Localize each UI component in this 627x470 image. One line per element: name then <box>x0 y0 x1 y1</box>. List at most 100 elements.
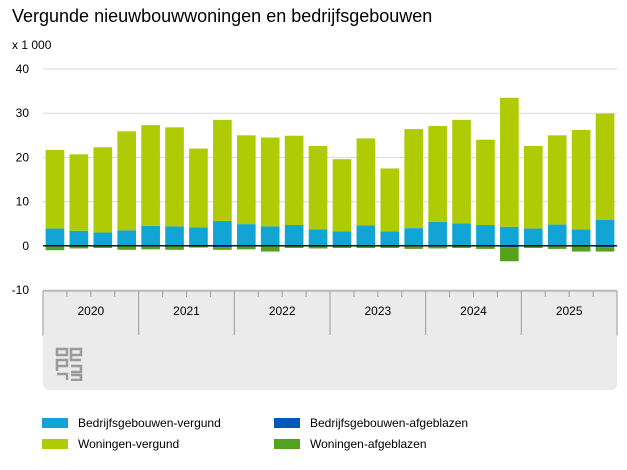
bar-woningen-vergund <box>93 147 113 233</box>
y-tick-label: 30 <box>16 106 30 120</box>
x-tick-label-year: 2024 <box>460 304 487 318</box>
bar-woningen-vergund <box>404 129 424 229</box>
bar-woningen-vergund <box>236 135 256 225</box>
bar-woningen-vergund <box>428 126 447 222</box>
y-tick-label: 20 <box>16 150 30 164</box>
bar-woningen-vergund <box>69 154 89 231</box>
bar-woningen-vergund <box>500 97 519 227</box>
bar-woningen-vergund <box>452 119 471 224</box>
bar-woningen-afgeblazen <box>141 246 160 250</box>
bar-bedrijfsgebouwen-vergund <box>452 223 471 246</box>
bar-woningen-vergund <box>189 148 208 228</box>
bar-bedrijfsgebouwen-vergund <box>380 231 400 246</box>
bar-woningen-vergund <box>165 127 184 227</box>
legend-label: Bedrijfsgebouwen-afgeblazen <box>310 416 469 430</box>
bar-woningen-afgeblazen <box>236 246 256 250</box>
bar-woningen-afgeblazen <box>165 246 184 250</box>
bar-woningen-afgeblazen <box>213 247 232 250</box>
y-tick-label: 10 <box>16 195 30 209</box>
bar-bedrijfsgebouwen-vergund <box>141 225 160 246</box>
bar-woningen-vergund <box>523 145 543 229</box>
bar-bedrijfsgebouwen-vergund <box>260 226 280 246</box>
bar-woningen-vergund <box>476 139 495 226</box>
logo-panel <box>43 335 617 390</box>
bar-woningen-vergund <box>284 135 304 226</box>
bar-woningen-afgeblazen <box>428 246 447 249</box>
x-tick-label-year: 2022 <box>269 304 296 318</box>
bar-woningen-vergund <box>332 159 352 232</box>
x-tick-label-year: 2021 <box>173 304 200 318</box>
legend-swatch <box>42 439 68 449</box>
bar-woningen-vergund <box>380 168 400 232</box>
bar-woningen-vergund <box>356 138 376 226</box>
legend-item-bedrijfsgebouwen-afgeblazen: Bedrijfsgebouwen-afgeblazen <box>274 416 468 430</box>
bar-woningen-afgeblazen <box>404 246 424 249</box>
bar-woningen-afgeblazen <box>571 246 591 252</box>
legend-item-bedrijfsgebouwen-vergund: Bedrijfsgebouwen-vergund <box>42 416 221 430</box>
bar-woningen-vergund <box>595 113 615 220</box>
bar-woningen-afgeblazen <box>356 246 376 249</box>
bar-woningen-afgeblazen <box>547 246 567 249</box>
legend-label: Bedrijfsgebouwen-vergund <box>78 416 221 430</box>
bar-bedrijfsgebouwen-vergund <box>523 228 543 246</box>
legend-item-woningen-vergund: Woningen-vergund <box>42 437 179 451</box>
bar-woningen-vergund <box>260 137 280 227</box>
cbs-logo-icon <box>55 347 83 381</box>
bar-bedrijfsgebouwen-vergund <box>500 226 519 246</box>
bar-bedrijfsgebouwen-vergund <box>165 226 184 246</box>
y-tick-label: 40 <box>16 62 30 76</box>
bar-bedrijfsgebouwen-vergund <box>428 221 447 246</box>
bar-bedrijfsgebouwen-vergund <box>356 225 376 246</box>
bar-bedrijfsgebouwen-vergund <box>284 225 304 246</box>
bar-woningen-afgeblazen <box>117 246 137 250</box>
y-tick-label: 0 <box>22 239 29 253</box>
bar-bedrijfsgebouwen-vergund <box>93 232 113 246</box>
bar-bedrijfsgebouwen-vergund <box>117 230 137 246</box>
bar-bedrijfsgebouwen-vergund <box>236 224 256 246</box>
bar-woningen-afgeblazen <box>260 246 280 252</box>
bar-bedrijfsgebouwen-vergund <box>332 231 352 246</box>
bar-bedrijfsgebouwen-vergund <box>595 219 615 246</box>
bar-woningen-vergund <box>213 119 232 222</box>
bar-woningen-afgeblazen <box>69 246 89 249</box>
legend-item-woningen-afgeblazen: Woningen-afgeblazen <box>274 437 427 451</box>
bar-bedrijfsgebouwen-vergund <box>404 228 424 246</box>
bar-woningen-afgeblazen <box>189 246 208 248</box>
bar-bedrijfsgebouwen-vergund <box>213 221 232 246</box>
y-axis-unit-label: x 1 000 <box>12 38 52 52</box>
bar-woningen-afgeblazen <box>476 246 495 249</box>
legend-swatch <box>274 418 300 428</box>
bar-woningen-vergund <box>141 125 160 226</box>
bar-bedrijfsgebouwen-vergund <box>547 224 567 246</box>
bar-woningen-vergund <box>117 131 137 231</box>
legend-swatch <box>274 439 300 449</box>
bar-woningen-vergund <box>45 149 65 229</box>
bar-woningen-afgeblazen <box>500 247 519 262</box>
legend-swatch <box>42 418 68 428</box>
legend-label: Woningen-afgeblazen <box>310 437 427 451</box>
bar-woningen-afgeblazen <box>284 246 304 249</box>
bar-woningen-afgeblazen <box>380 246 400 249</box>
bar-woningen-vergund <box>571 129 591 230</box>
bar-bedrijfsgebouwen-vergund <box>45 228 65 246</box>
bar-woningen-afgeblazen <box>45 246 65 251</box>
bar-woningen-afgeblazen <box>452 246 471 249</box>
bar-woningen-afgeblazen <box>93 246 113 249</box>
bar-woningen-vergund <box>308 145 328 230</box>
bar-bedrijfsgebouwen-vergund <box>189 227 208 246</box>
x-tick-label-year: 2020 <box>77 304 104 318</box>
bar-woningen-vergund <box>547 135 567 225</box>
bar-bedrijfsgebouwen-vergund <box>308 229 328 246</box>
bar-woningen-afgeblazen <box>595 247 615 252</box>
y-tick-label: -10 <box>12 283 30 297</box>
bar-woningen-afgeblazen <box>523 246 543 249</box>
bar-woningen-afgeblazen <box>332 246 352 249</box>
x-tick-label-year: 2025 <box>556 304 583 318</box>
bar-bedrijfsgebouwen-vergund <box>476 225 495 246</box>
legend-label: Woningen-vergund <box>78 437 180 451</box>
bar-bedrijfsgebouwen-vergund <box>571 229 591 246</box>
bar-woningen-afgeblazen <box>308 246 328 249</box>
x-tick-label-year: 2023 <box>364 304 391 318</box>
bar-bedrijfsgebouwen-vergund <box>69 230 89 246</box>
